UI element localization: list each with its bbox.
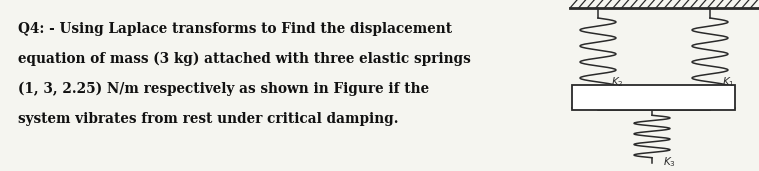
Text: $K_1$: $K_1$ [722,75,735,89]
Bar [572,85,735,110]
Text: Q4: - Using Laplace transforms to Find the displacement: Q4: - Using Laplace transforms to Find t… [18,22,452,36]
Text: $K_3$: $K_3$ [663,155,676,169]
Text: equation of mass (3 kg) attached with three elastic springs: equation of mass (3 kg) attached with th… [18,52,471,66]
Text: system vibrates from rest under critical damping.: system vibrates from rest under critical… [18,112,398,126]
Text: (1, 3, 2.25) N/m respectively as shown in Figure if the: (1, 3, 2.25) N/m respectively as shown i… [18,82,429,96]
Text: $K_2$: $K_2$ [611,75,624,89]
